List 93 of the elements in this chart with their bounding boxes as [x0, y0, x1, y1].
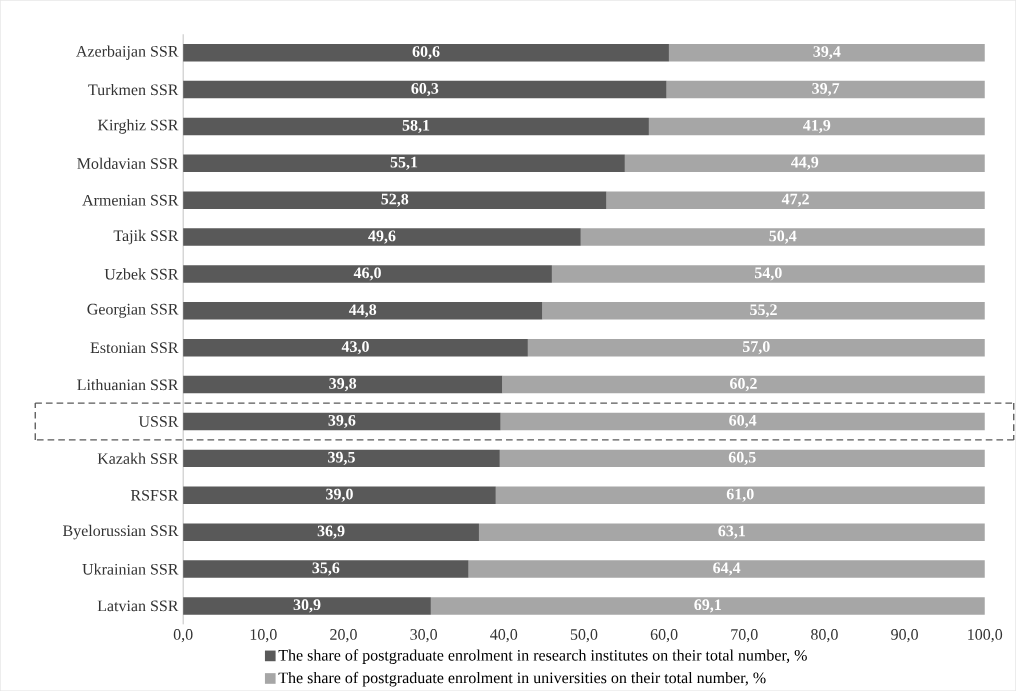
x-tick-label: 0,0: [173, 628, 193, 643]
bar: [183, 228, 581, 246]
bar: [183, 43, 669, 62]
bar: [183, 265, 552, 283]
x-tick-label: 10,0: [250, 628, 277, 643]
bar: [183, 560, 469, 578]
x-tick-label: 100,0: [968, 628, 1003, 643]
y-tick-label: Ukrainian SSR: [82, 563, 179, 575]
data-label: 60,2: [730, 377, 757, 392]
y-tick-label: Armenian SSR: [82, 194, 179, 206]
data-label: 57,0: [742, 341, 770, 355]
x-tick-label: 60,0: [650, 628, 678, 643]
x-tick-label: 30,0: [410, 628, 438, 643]
data-label: 41,9: [803, 119, 831, 133]
bar: [499, 449, 985, 468]
bar: [551, 265, 985, 283]
y-tick-label: Latvian SSR: [97, 600, 179, 612]
data-label: 60,3: [411, 82, 439, 97]
data-label: 35,6: [312, 562, 340, 576]
bar: [500, 412, 985, 431]
y-tick-label: USSR: [138, 416, 179, 427]
bar: [183, 412, 501, 431]
data-label: 39,5: [328, 451, 355, 465]
data-label: 30,9: [293, 599, 321, 613]
data-label: 55,1: [390, 156, 418, 170]
data-label: 55,2: [750, 304, 777, 318]
bar: [183, 80, 667, 99]
data-label: 52,8: [381, 193, 409, 207]
data-label: 60,4: [729, 414, 757, 428]
bar: [580, 228, 985, 246]
y-tick-label: Byelorussian SSR: [62, 524, 179, 540]
legend-label: The share of postgraduate enrolment in research institutes on their total number, %: [278, 649, 807, 664]
data-label: 54,0: [754, 267, 782, 281]
bar: [502, 375, 985, 394]
data-label: 49,6: [368, 230, 396, 244]
bar: [666, 80, 985, 99]
bar: [478, 523, 985, 541]
x-tick-label: 70,0: [731, 628, 758, 643]
data-label: 61,0: [726, 488, 754, 502]
bar: [183, 154, 625, 172]
y-tick-label: Tajik SSR: [113, 229, 179, 245]
y-tick-label: Lithuanian SSR: [77, 378, 179, 391]
data-label: 58,1: [402, 119, 430, 133]
data-label: 47,2: [781, 193, 809, 207]
bar: [468, 560, 985, 578]
y-tick-label: Estonian SSR: [90, 342, 179, 354]
data-label: 60,6: [412, 46, 440, 60]
data-label: 39,0: [326, 488, 353, 502]
data-label: 36,9: [317, 525, 345, 539]
x-tick-label: 20,0: [330, 628, 357, 643]
y-tick-label: RSFSR: [130, 489, 179, 501]
data-label: 39,7: [812, 82, 840, 97]
data-label: 63,1: [718, 525, 746, 539]
data-label: 46,0: [353, 267, 381, 281]
bar: [495, 486, 985, 504]
y-tick-label: Kirghiz SSR: [97, 119, 179, 134]
data-label: 69,1: [694, 599, 721, 613]
data-label: 44,8: [348, 304, 377, 318]
data-label: 39,6: [328, 414, 356, 428]
bar: [542, 302, 985, 320]
y-tick-label: Turkmen SSR: [88, 83, 179, 96]
bar: [183, 191, 607, 209]
data-label: 50,4: [769, 230, 797, 244]
bar: [430, 597, 985, 615]
bar: [183, 597, 431, 615]
data-label: 39,8: [329, 377, 357, 392]
bar: [183, 375, 503, 394]
bar: [183, 302, 543, 320]
bar: [606, 191, 985, 209]
y-tick-label: Uzbek SSR: [104, 268, 179, 280]
x-tick-label: 50,0: [570, 628, 598, 643]
data-label: 43,0: [341, 341, 369, 355]
bar: [527, 338, 985, 357]
bar: [183, 486, 496, 504]
data-label: 64,4: [713, 562, 741, 576]
data-label: 60,5: [728, 451, 756, 465]
legend-label: The share of postgraduate enrolment in universities on their total number, %: [278, 671, 766, 687]
data-label: 44,9: [791, 156, 819, 170]
bar: [183, 338, 528, 357]
y-tick-label: Moldavian SSR: [77, 157, 179, 169]
y-tick-label: Azerbaijan SSR: [76, 45, 179, 60]
bar: [183, 449, 500, 468]
bar: [183, 523, 479, 541]
y-tick-label: Georgian SSR: [87, 303, 179, 318]
x-tick-label: 80,0: [811, 628, 838, 643]
x-tick-label: 40,0: [490, 628, 518, 643]
bar: [668, 43, 985, 62]
data-label: 39,4: [813, 46, 841, 60]
bar: [183, 117, 649, 136]
bar: [648, 117, 985, 136]
bar: [624, 154, 985, 172]
y-tick-label: Kazakh SSR: [97, 452, 179, 464]
x-tick-label: 90,0: [891, 628, 918, 643]
